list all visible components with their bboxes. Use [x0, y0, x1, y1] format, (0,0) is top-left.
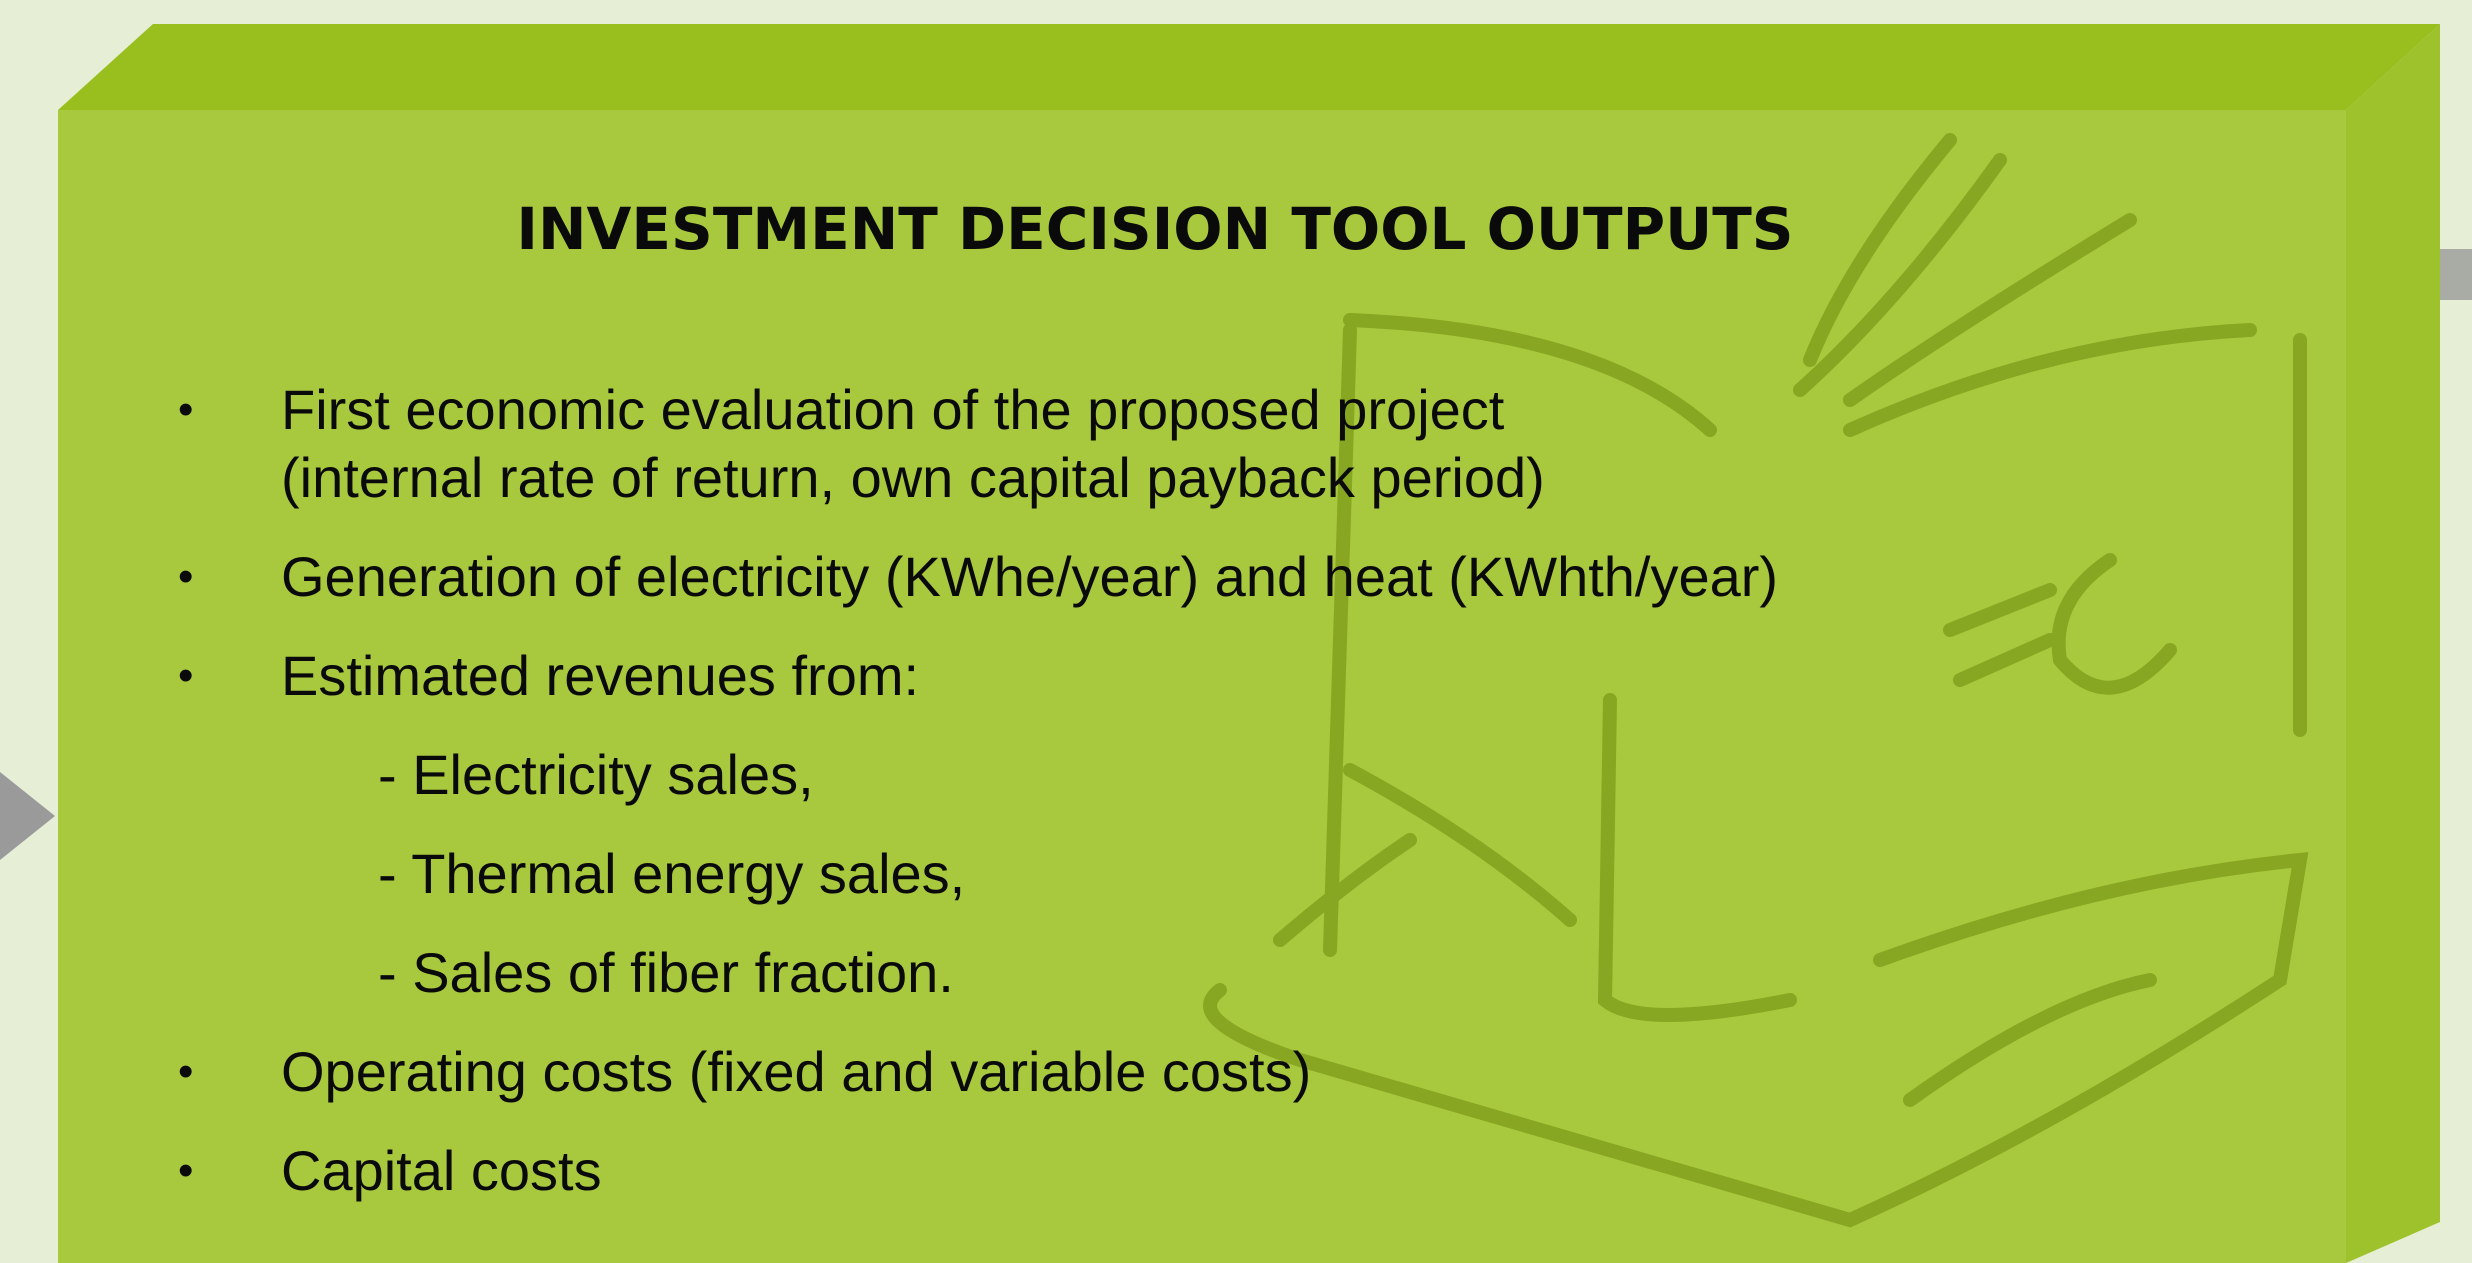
- bullet: •: [178, 1149, 193, 1193]
- box-side: [2346, 24, 2440, 1263]
- right-tab: [2440, 249, 2472, 300]
- bullet: •: [178, 555, 193, 599]
- item-text: Capital costs: [281, 1143, 602, 1199]
- item-text: First economic evaluation of the propose…: [281, 382, 1504, 438]
- sub-item-text: - Electricity sales,: [378, 747, 814, 803]
- item-text: (internal rate of return, own capital pa…: [281, 450, 1545, 506]
- bullet: •: [178, 1050, 193, 1094]
- sub-item-text: - Sales of fiber fraction.: [378, 945, 954, 1001]
- item-text: Operating costs (fixed and variable cost…: [281, 1044, 1311, 1100]
- sub-item-text: - Thermal energy sales,: [378, 846, 965, 902]
- box-top: [58, 24, 2440, 110]
- left-arrow: [0, 772, 55, 860]
- bullet: •: [178, 388, 193, 432]
- bullet: •: [178, 654, 193, 698]
- item-text: Generation of electricity (KWhe/year) an…: [281, 549, 1778, 605]
- item-text: Estimated revenues from:: [281, 648, 919, 704]
- slide: INVESTMENT DECISION TOOL OUTPUTS • First e…: [0, 0, 2472, 1263]
- slide-title: INVESTMENT DECISION TOOL OUTPUTS: [0, 200, 2310, 258]
